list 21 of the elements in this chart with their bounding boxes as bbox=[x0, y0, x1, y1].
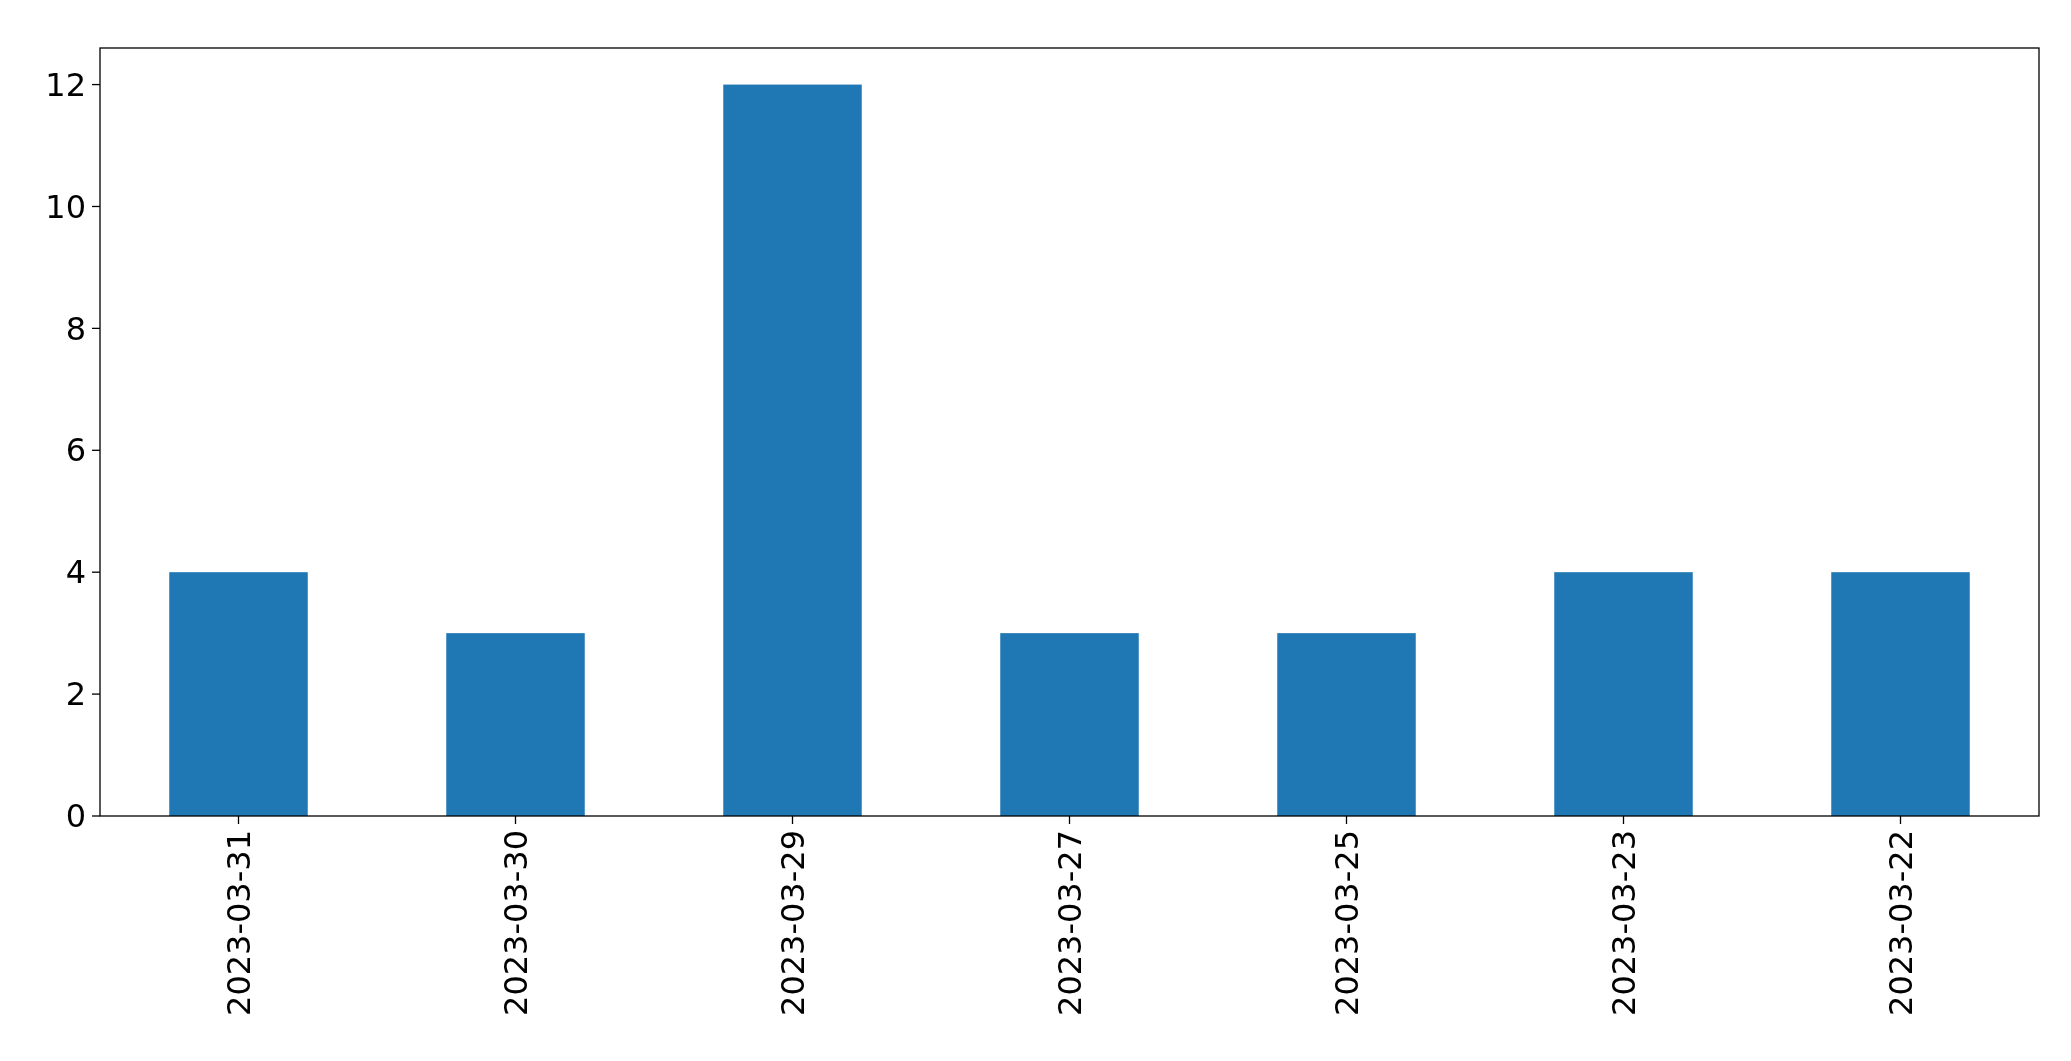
bar bbox=[723, 84, 862, 816]
y-tick-label: 10 bbox=[45, 187, 86, 226]
x-tick-label: 2023-03-27 bbox=[1050, 830, 1089, 1016]
x-tick-label: 2023-03-25 bbox=[1327, 830, 1366, 1016]
y-tick-label: 8 bbox=[65, 309, 86, 348]
bar bbox=[1277, 633, 1416, 816]
bar bbox=[1554, 572, 1693, 816]
x-tick-label: 2023-03-29 bbox=[773, 830, 812, 1016]
x-tick-label: 2023-03-30 bbox=[496, 830, 535, 1016]
y-tick-label: 6 bbox=[65, 431, 86, 470]
bar bbox=[169, 572, 308, 816]
y-tick-label: 0 bbox=[65, 797, 86, 836]
bar bbox=[446, 633, 585, 816]
x-tick-label: 2023-03-31 bbox=[219, 830, 258, 1016]
y-tick-label: 12 bbox=[45, 65, 86, 104]
bar bbox=[1000, 633, 1139, 816]
bar bbox=[1831, 572, 1970, 816]
x-tick-label: 2023-03-22 bbox=[1881, 830, 1920, 1016]
y-tick-label: 2 bbox=[65, 675, 86, 714]
y-tick-label: 4 bbox=[65, 553, 86, 592]
x-tick-label: 2023-03-23 bbox=[1604, 830, 1643, 1016]
